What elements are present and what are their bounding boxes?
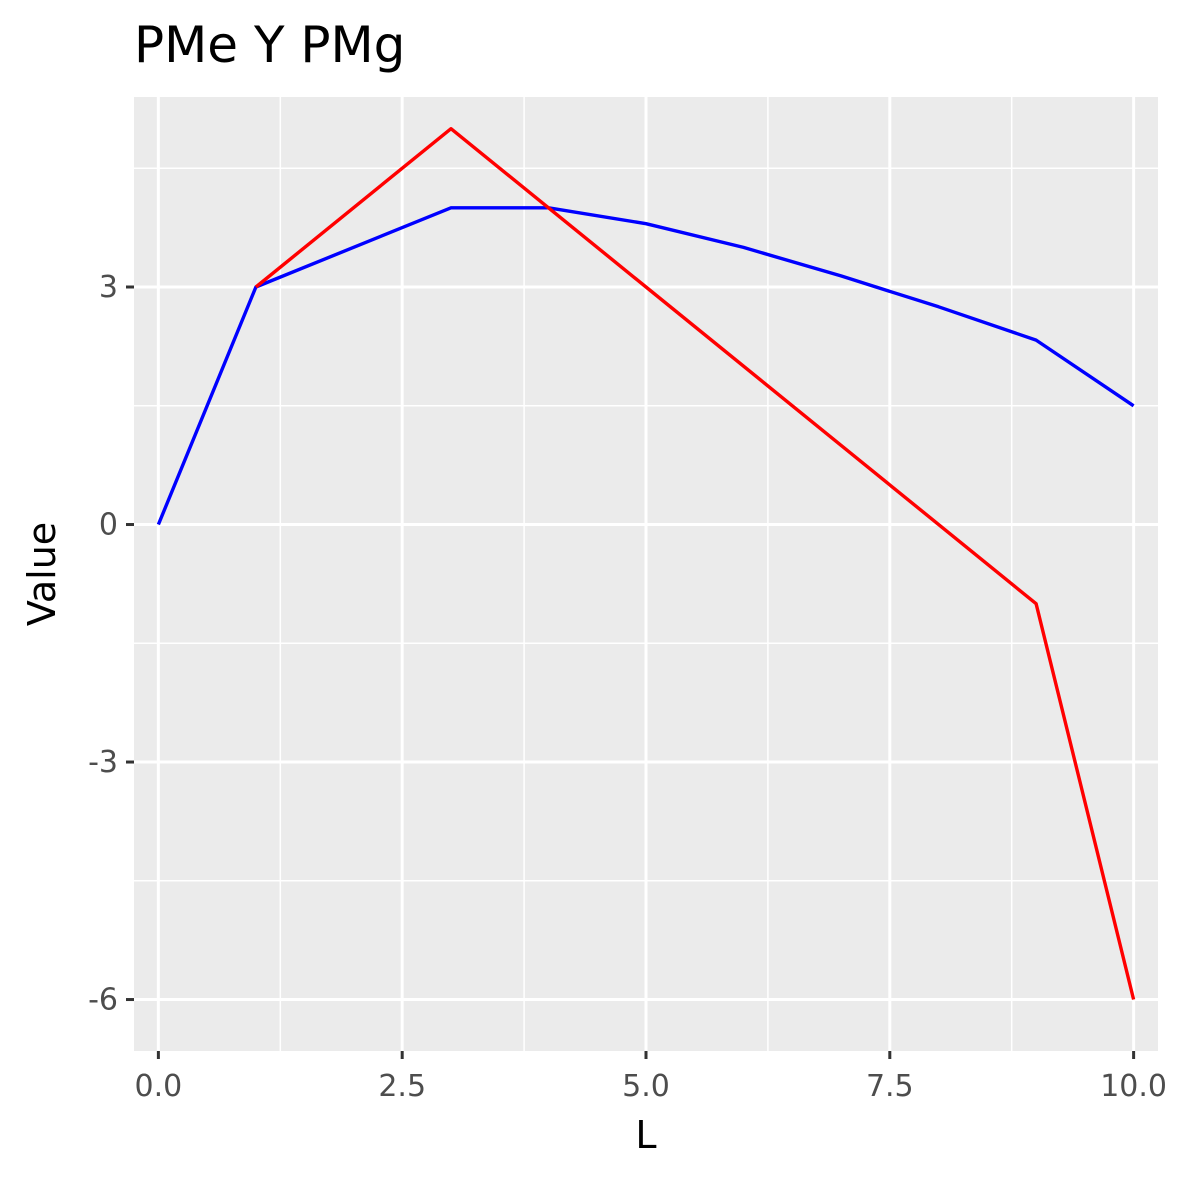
x-axis-title: L bbox=[635, 1113, 656, 1157]
x-tick-label: 7.5 bbox=[866, 1069, 914, 1104]
chart-title: PMe Y PMg bbox=[134, 16, 405, 74]
axis-ticks bbox=[126, 285, 1136, 1059]
y-tick-label: 0 bbox=[99, 508, 118, 543]
x-tick-label: 0.0 bbox=[135, 1069, 183, 1104]
y-tick-label: -3 bbox=[88, 745, 118, 780]
tick-labels: 0.0 2.5 5.0 7.5 10.0 3 0 -3 -6 bbox=[88, 270, 1167, 1104]
y-axis-title: Value bbox=[20, 522, 64, 626]
series-layer bbox=[156, 126, 1136, 1000]
y-tick-label: 3 bbox=[99, 270, 118, 305]
series-line-2 bbox=[254, 126, 1136, 1000]
x-tick-label: 5.0 bbox=[622, 1069, 670, 1104]
y-tick-label: -6 bbox=[88, 983, 118, 1018]
x-tick-label: 10.0 bbox=[1100, 1069, 1167, 1104]
series-line-1 bbox=[156, 206, 1135, 526]
x-tick-label: 2.5 bbox=[378, 1069, 426, 1104]
